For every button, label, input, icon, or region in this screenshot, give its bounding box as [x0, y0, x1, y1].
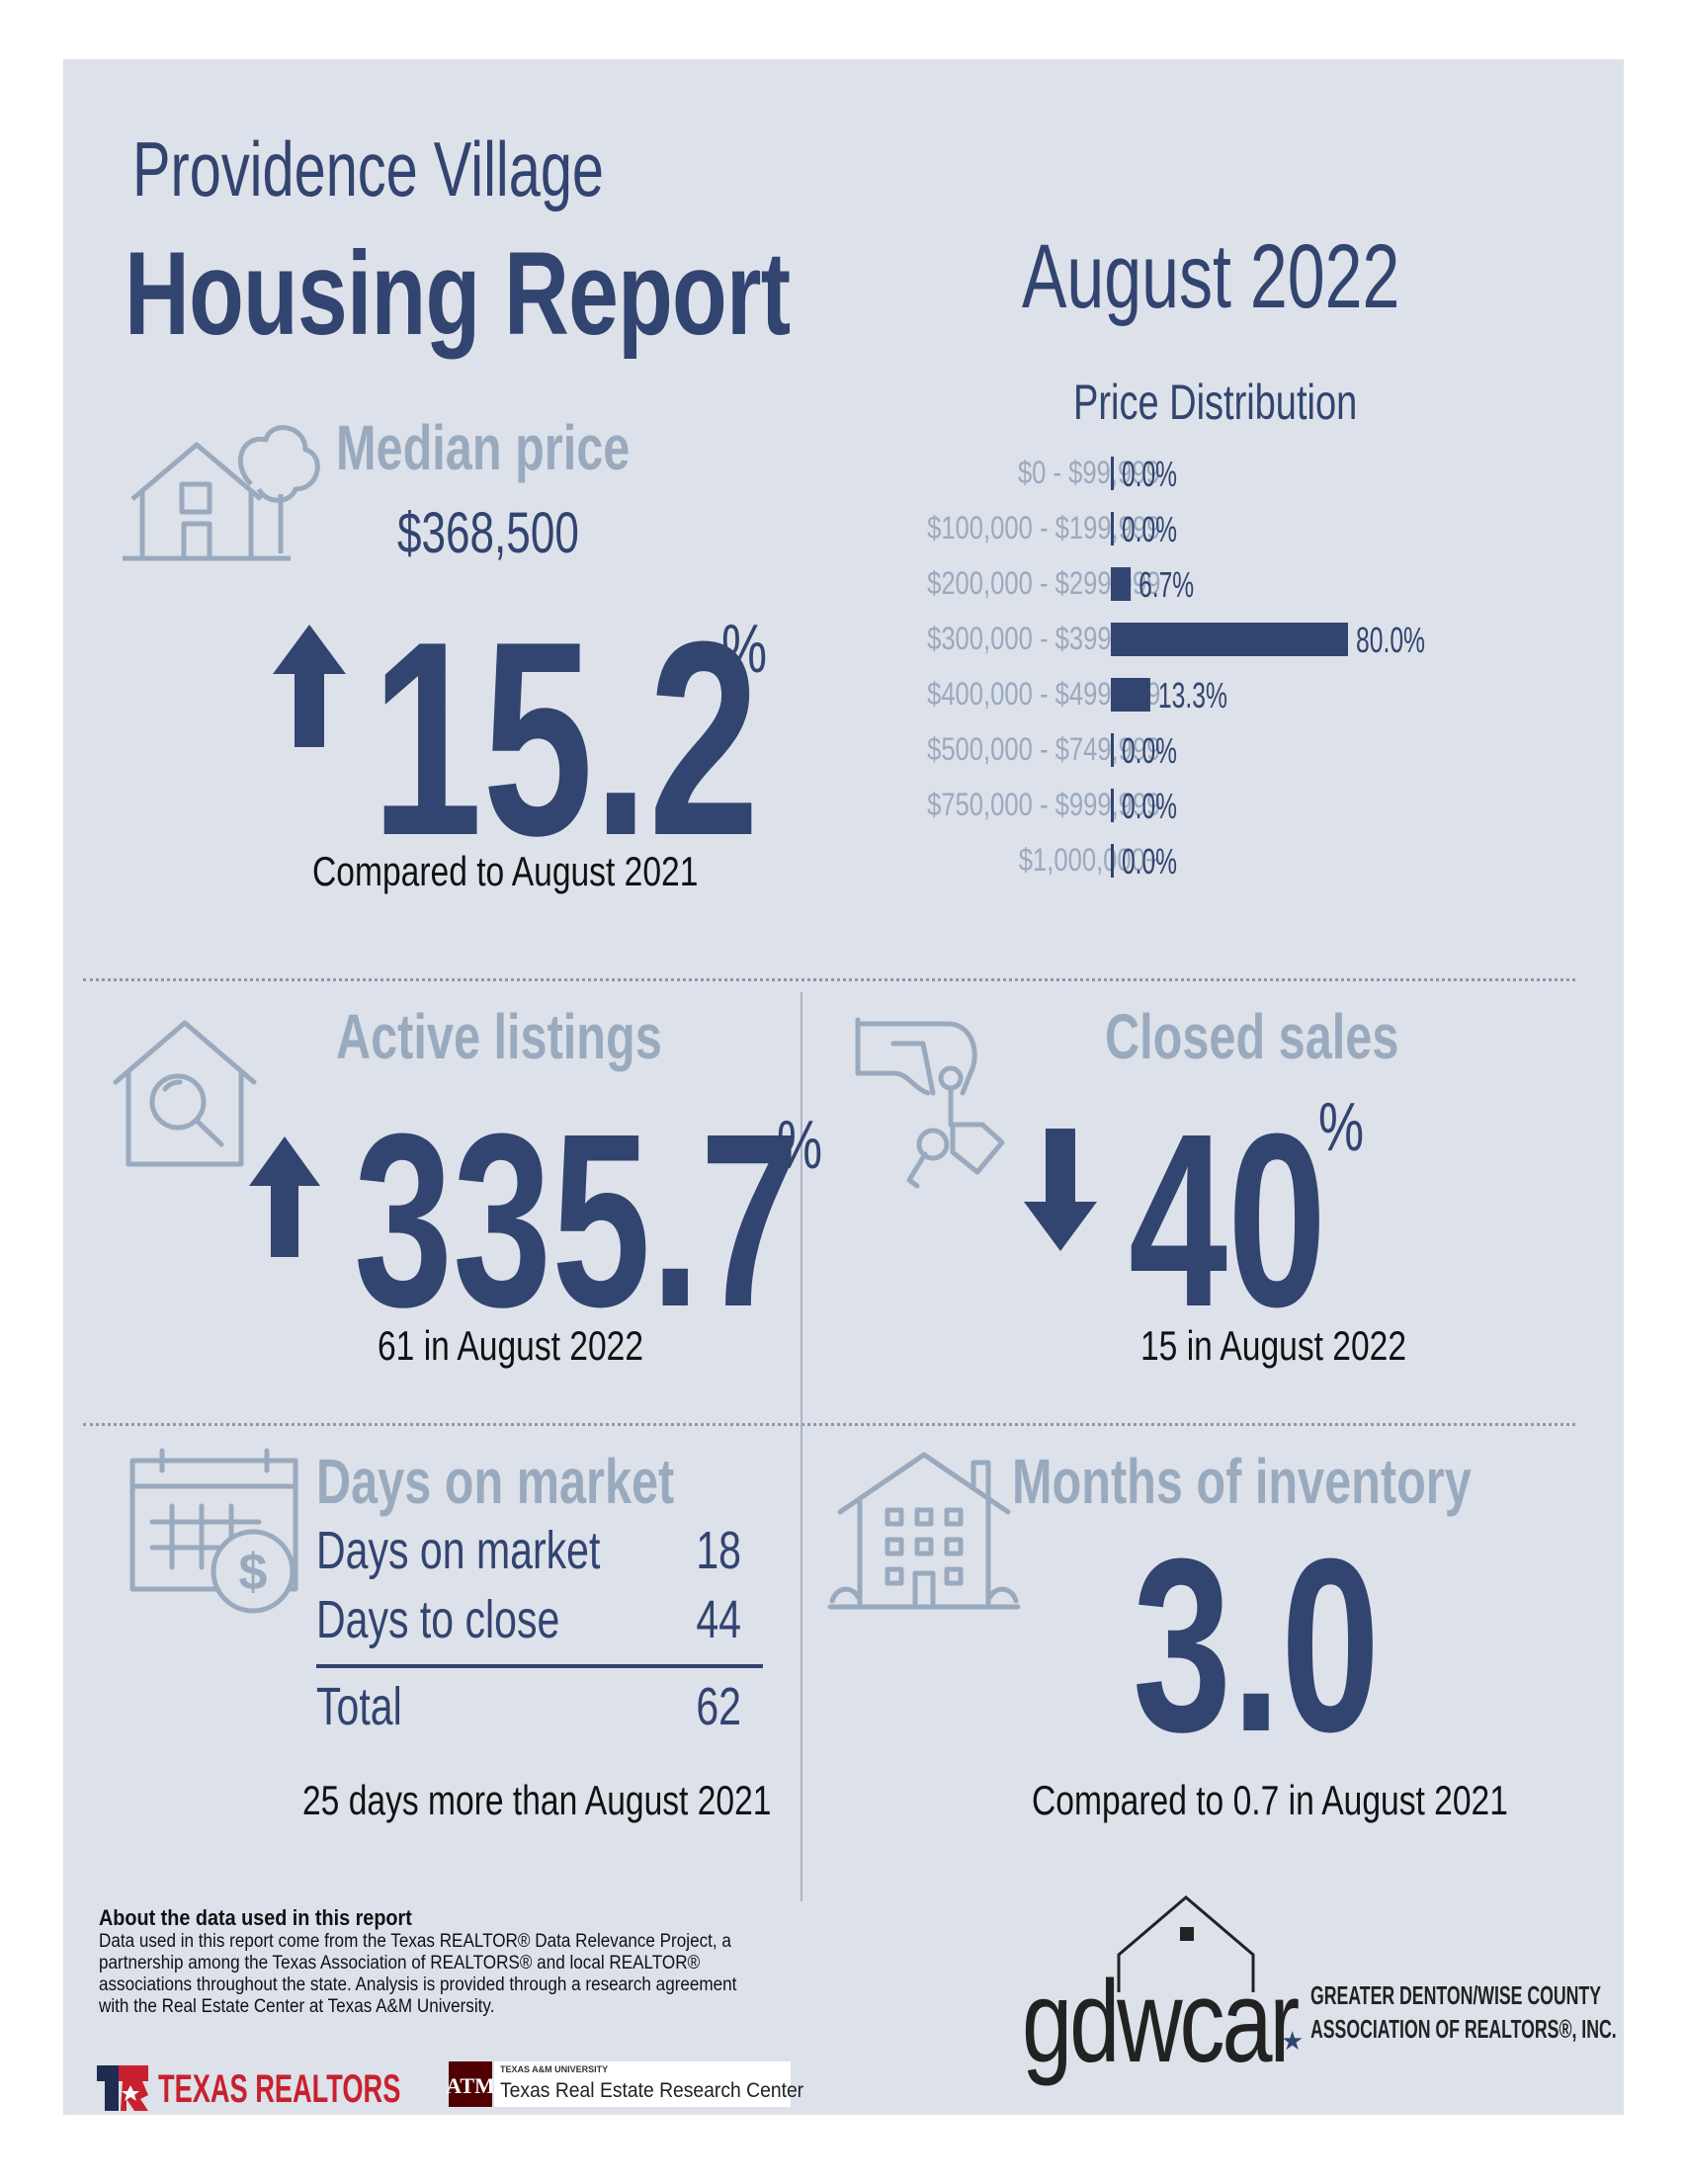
texas-realtors-logo-icon — [97, 2065, 148, 2111]
price-bar-value-label: 80.0% — [1356, 620, 1425, 660]
report-month: August 2022 — [1022, 226, 1400, 327]
house-search-icon — [113, 1020, 257, 1167]
price-bar-value-label: 0.0% — [1122, 730, 1177, 771]
gdwcar-roof-icon — [1117, 1895, 1255, 1992]
price-bar — [1111, 844, 1114, 878]
total-label: Total — [316, 1677, 402, 1736]
tamu-center-text: Texas Real Estate Research Center — [500, 2079, 804, 2102]
divider-vertical — [801, 992, 802, 1901]
price-distribution-heading: Price Distribution — [1073, 375, 1358, 430]
price-bar-value-label: 0.0% — [1122, 786, 1177, 826]
price-bar — [1111, 733, 1114, 767]
gdwcar-line2: ASSOCIATION OF REALTORS®, INC. — [1310, 2014, 1617, 2044]
dom-heading: Days on market — [316, 1446, 675, 1517]
gdwcar-logo-text: gdwcar — [1022, 1957, 1300, 2087]
house-tree-icon — [123, 425, 320, 561]
closed-change: 40 — [1129, 1082, 1327, 1358]
svg-text:$: $ — [239, 1544, 268, 1601]
location-title: Providence Village — [132, 126, 605, 212]
median-price: $368,500 — [397, 501, 579, 565]
tamu-logo-box — [494, 2061, 791, 2107]
report-title: Housing Report — [125, 227, 791, 360]
price-bar-value-label: 0.0% — [1122, 841, 1177, 882]
dom-row-label: Days on market — [316, 1521, 601, 1580]
price-bar-value-label: 13.3% — [1158, 675, 1227, 715]
report-panel: Providence Village Housing Report August… — [63, 59, 1624, 2115]
price-distribution-chart: 0.0% 0.0% 6.7% 80.0% 13.3% 0.0% 0.0% 0.0% — [1111, 454, 1425, 882]
price-range-label: $0 - $99,999 — [1018, 455, 1160, 490]
price-bar — [1111, 512, 1114, 546]
price-range-label: $750,000 - $999,999 — [926, 787, 1160, 822]
about-text: Data used in this report come from the T… — [99, 1931, 737, 2017]
closed-percent: % — [1318, 1088, 1365, 1165]
median-change: 15.2 — [372, 585, 760, 893]
price-bar — [1111, 457, 1114, 490]
arrow-up-icon — [249, 1136, 320, 1257]
active-caption: 61 in August 2022 — [378, 1322, 644, 1369]
gdwcar-line1: GREATER DENTON/WISE COUNTY — [1310, 1980, 1602, 2010]
median-percent: % — [721, 610, 768, 687]
close-row-value: 44 — [696, 1590, 741, 1649]
about-heading: About the data used in this report — [99, 1905, 412, 1930]
closed-heading: Closed sales — [1105, 1001, 1399, 1072]
hand-keys-icon — [855, 1017, 1005, 1189]
tamu-logo-icon: ATM — [446, 2061, 495, 2107]
inventory-heading: Months of inventory — [1012, 1446, 1472, 1517]
star-icon: ★ — [1281, 2026, 1305, 2056]
calendar-dollar-icon: $ — [129, 1448, 298, 1614]
dom-caption: 25 days more than August 2021 — [302, 1777, 772, 1823]
price-bar — [1111, 623, 1348, 656]
arrow-up-icon — [273, 625, 346, 747]
tamu-university-text: TEXAS A&M UNIVERSITY — [500, 2064, 609, 2074]
apartment-building-icon — [827, 1452, 1021, 1610]
price-bar — [1111, 678, 1150, 712]
price-range-label: $100,000 - $199,999 — [926, 510, 1160, 546]
active-percent: % — [777, 1106, 823, 1183]
inventory-caption: Compared to 0.7 in August 2021 — [1032, 1777, 1508, 1823]
texas-realtors-logo-text: TEXAS REALTORS — [158, 2067, 401, 2111]
total-value: 62 — [696, 1677, 741, 1736]
price-bar-value-label: 0.0% — [1122, 454, 1177, 494]
active-heading: Active listings — [336, 1001, 662, 1072]
median-caption: Compared to August 2021 — [312, 848, 699, 894]
price-distribution-labels: $0 - $99,999 $100,000 - $199,999 $200,000 … — [814, 455, 1160, 909]
price-bar-value-label: 6.7% — [1139, 564, 1194, 605]
dom-row-value: 18 — [696, 1521, 741, 1580]
price-range-label: $1,000,000+ — [1018, 842, 1160, 878]
price-bar-value-label: 0.0% — [1122, 509, 1177, 549]
price-bar — [1111, 567, 1132, 601]
closed-caption: 15 in August 2022 — [1140, 1322, 1407, 1369]
svg-text:ATM: ATM — [446, 2073, 495, 2098]
close-row-label: Days to close — [316, 1590, 560, 1649]
divider-top — [83, 978, 1575, 981]
inventory-value: 3.0 — [1133, 1507, 1381, 1783]
arrow-down-icon — [1024, 1129, 1097, 1251]
median-heading: Median price — [336, 412, 631, 483]
divider-middle — [83, 1423, 1575, 1426]
price-bar — [1111, 789, 1114, 822]
active-change: 335.7 — [354, 1082, 800, 1358]
total-rule — [316, 1664, 763, 1668]
price-range-label: $500,000 - $749,999 — [926, 731, 1160, 767]
